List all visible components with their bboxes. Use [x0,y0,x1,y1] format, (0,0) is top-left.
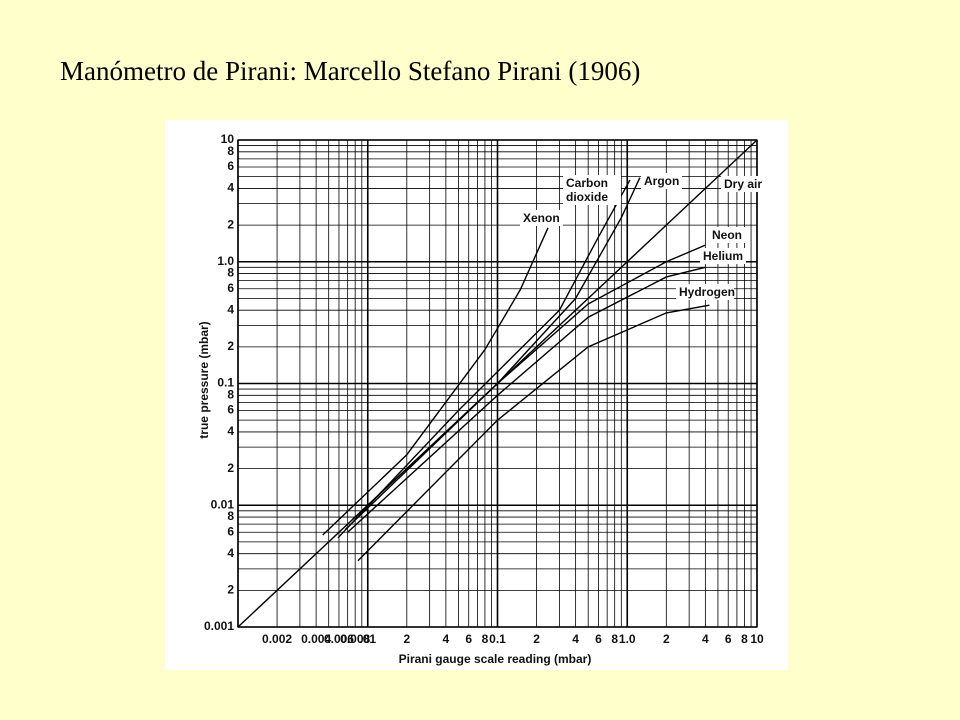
y-tick-label: 4 [227,424,234,438]
series-label: Carbon dioxide [563,175,621,205]
x-tick-label: 0.006 [324,632,354,646]
x-tick-label: 2 [403,632,410,646]
y-tick-label: 6 [227,524,234,538]
y-tick-label: 8 [227,144,234,158]
y-tick-label: 2 [227,339,234,353]
y-tick-label: 4 [227,181,234,195]
series-label: Helium [700,248,747,264]
y-tick-label: 6 [227,403,234,417]
series-label: Xenon [520,210,563,226]
y-tick-label: 8 [227,509,234,523]
y-tick-label: 1.0 [217,254,234,268]
series-label: Dry air [721,176,766,192]
x-tick-label: .01 [359,632,376,646]
x-tick-label: 10 [750,632,764,646]
slide-title: Manómetro de Pirani: Marcello Stefano Pi… [60,56,641,86]
x-tick-label: 0.004 [301,632,331,646]
y-tick-label: 2 [227,217,234,231]
x-axis-label: Pirani gauge scale reading (mbar) [399,652,592,666]
chart-panel: true pressure (mbar) Pirani gauge scale … [165,120,788,670]
y-tick-label: 8 [227,266,234,280]
y-tick-label: 4 [227,546,234,560]
y-tick-label: 2 [227,583,234,597]
y-tick-label: 6 [227,159,234,173]
series-label: Hydrogen [676,284,735,300]
y-tick-label: 4 [227,302,234,316]
x-tick-label: 2 [533,632,540,646]
chart: true pressure (mbar) Pirani gauge scale … [197,132,764,666]
x-tick-label: 2 [663,632,670,646]
y-tick-label: 0.01 [211,497,235,511]
x-tick-label: 4 [572,632,579,646]
y-tick-label: 0.001 [204,619,234,633]
y-tick-label: 8 [227,387,234,401]
series-line [337,179,631,539]
x-tick-label: 6 [465,632,472,646]
series-line [351,244,706,521]
y-tick-label: 6 [227,281,234,295]
x-tick-label: 8 [741,632,748,646]
y-tick-label: 10 [221,132,235,146]
x-tick-label: 4 [702,632,709,646]
x-tick-label: 8 [482,632,489,646]
x-tick-label: 4 [443,632,450,646]
x-tick-label: 6 [725,632,732,646]
y-axis-label: true pressure (mbar) [197,321,211,438]
x-tick-label: 0.008 [340,632,370,646]
series-line [322,227,549,536]
series-line [344,177,641,531]
y-tick-label: 2 [227,461,234,475]
plot-frame [237,139,758,628]
x-tick-label: 0.1 [489,632,506,646]
x-tick-label: 6 [595,632,602,646]
series-label: Argon [641,173,683,189]
series-line [357,304,710,562]
x-tick-label: 1.0 [619,632,636,646]
x-tick-label: 8 [611,632,618,646]
x-tick-label: 0.002 [262,632,292,646]
y-tick-label: 0.1 [217,376,234,390]
series-label: Neon [709,227,745,243]
series-line [347,266,706,533]
